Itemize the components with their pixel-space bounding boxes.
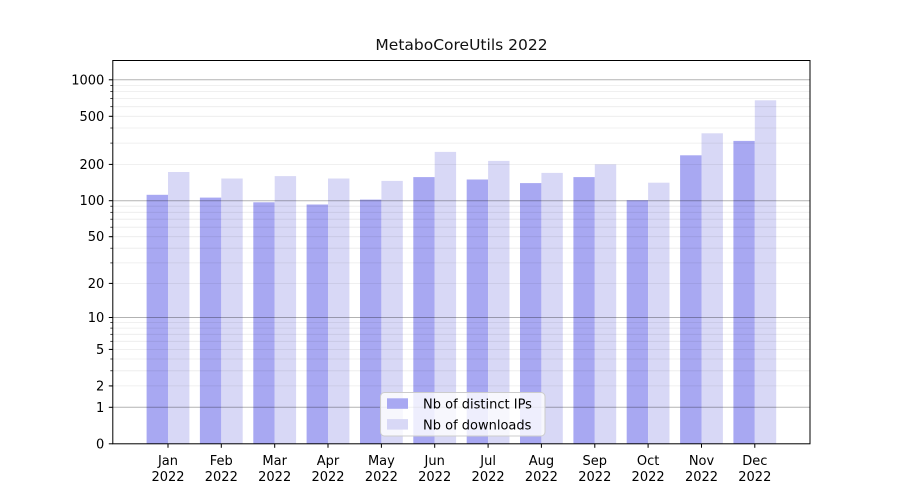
y-tick-label: 5 [96, 343, 104, 358]
x-tick-label-year: 2022 [258, 470, 291, 485]
y-tick-label: 10 [88, 311, 105, 326]
x-tick-label-month: Dec [742, 454, 767, 469]
y-tick-label: 1000 [71, 73, 104, 88]
legend-frame [380, 392, 546, 437]
y-tick-label: 500 [79, 110, 104, 125]
bar-nb-of-downloads-mar-2022 [274, 176, 297, 444]
bar-nb-of-downloads-apr-2022 [328, 178, 350, 444]
bar-nb-of-distinct-ips-dec-2022 [733, 140, 755, 444]
x-tick-label-year: 2022 [151, 470, 184, 485]
bar-nb-of-downloads-sep-2022 [594, 164, 617, 444]
x-tick-label-year: 2022 [685, 470, 718, 485]
x-tick-label-year: 2022 [205, 470, 238, 485]
bar-nb-of-downloads-oct-2022 [648, 182, 670, 444]
y-tick-label: 100 [79, 194, 104, 209]
bar-nb-of-distinct-ips-jun-2022 [413, 177, 435, 444]
bar-nb-of-downloads-aug-2022 [541, 172, 563, 444]
plot-border [112, 60, 811, 445]
y-axis: 0 1 2 5 10 20 50 100 200 500 1000 [71, 73, 113, 452]
legend-label-nb-of-downloads: Nb of downloads [423, 418, 532, 433]
bar-nb-of-downloads-jul-2022 [488, 160, 510, 444]
x-tick-label-year: 2022 [472, 470, 505, 485]
bar-nb-of-distinct-ips-feb-2022 [199, 197, 222, 444]
bar-nb-of-distinct-ips-aug-2022 [520, 183, 542, 444]
y-tick-label: 1 [96, 401, 104, 416]
x-tick-label-year: 2022 [418, 470, 451, 485]
y-tick-label: 20 [88, 277, 105, 292]
x-tick-label-month: Jan [157, 454, 178, 469]
bar-nb-of-distinct-ips-apr-2022 [306, 204, 328, 444]
x-tick-label-month: Jul [479, 454, 496, 469]
bar-nb-of-downloads-dec-2022 [754, 100, 777, 444]
x-tick-label-month: Nov [689, 454, 715, 469]
bar-nb-of-downloads-jan-2022 [168, 172, 190, 444]
x-tick-label-month: Feb [210, 454, 233, 469]
x-tick-label-month: May [368, 454, 395, 469]
bar-nb-of-distinct-ips-nov-2022 [680, 155, 702, 444]
x-tick-label-year: 2022 [525, 470, 558, 485]
x-tick-label-year: 2022 [365, 470, 398, 485]
x-tick-label-month: Aug [529, 454, 554, 469]
y-tick-label: 50 [88, 230, 105, 245]
y-tick-label: 2 [96, 379, 104, 394]
bar-nb-of-distinct-ips-may-2022 [360, 199, 382, 444]
minor-gridlines [112, 85, 810, 387]
legend-label-nb-of-distinct-ips: Nb of distinct IPs [423, 397, 532, 412]
bar-nb-of-distinct-ips-oct-2022 [626, 200, 649, 444]
x-tick-label-year: 2022 [311, 470, 344, 485]
x-axis: Jan2022Feb2022Mar2022Apr2022May2022Jun20… [151, 443, 771, 485]
series-nb-of-distinct-ips [146, 140, 755, 444]
x-tick-label-year: 2022 [578, 470, 611, 485]
x-tick-label-year: 2022 [738, 470, 771, 485]
bar-nb-of-distinct-ips-mar-2022 [253, 202, 275, 444]
x-tick-label-month: Mar [262, 454, 287, 469]
legend: Nb of distinct IPs Nb of downloads [380, 392, 546, 437]
bar-nb-of-downloads-may-2022 [381, 180, 403, 444]
series-nb-of-downloads [168, 100, 777, 444]
x-tick-label-month: Oct [637, 454, 659, 469]
x-tick-label-year: 2022 [632, 470, 665, 485]
chart-title: MetaboCoreUtils 2022 [375, 36, 548, 54]
legend-swatch-nb-of-downloads [387, 419, 408, 430]
bar-nb-of-downloads-feb-2022 [221, 178, 243, 444]
x-tick-label-month: Sep [583, 454, 608, 469]
y-tick-label: 0 [96, 437, 104, 452]
y-tick-label: 200 [79, 158, 104, 173]
bar-nb-of-distinct-ips-jul-2022 [466, 179, 489, 444]
x-tick-label-month: Jun [424, 454, 445, 469]
bar-nb-of-downloads-nov-2022 [701, 133, 723, 444]
x-tick-label-month: Apr [317, 454, 340, 469]
bar-nb-of-downloads-jun-2022 [434, 151, 457, 444]
bar-nb-of-distinct-ips-sep-2022 [573, 177, 595, 444]
legend-swatch-nb-of-distinct-ips [387, 398, 408, 409]
bar-nb-of-distinct-ips-jan-2022 [146, 194, 168, 444]
